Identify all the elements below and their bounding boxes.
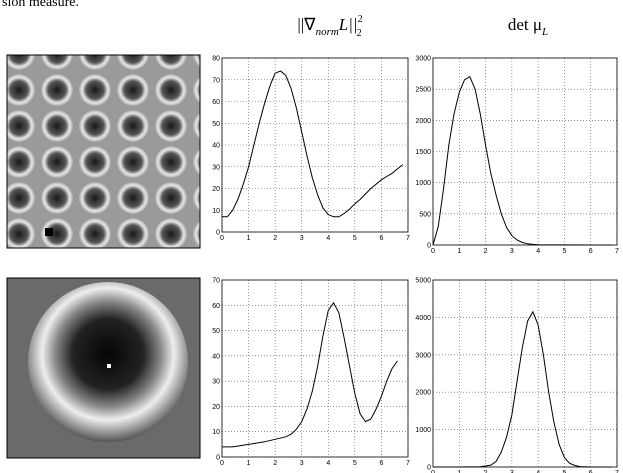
x-tick-label: 7 [615, 248, 619, 255]
y-tick-label: 40 [212, 143, 220, 150]
y-tick-label: 0 [216, 455, 220, 462]
y-tick-label: 70 [212, 77, 220, 84]
y-tick-label: 3000 [415, 56, 431, 63]
y-tick-label: 1500 [415, 149, 431, 156]
y-tick-label: 10 [212, 429, 220, 436]
x-tick-label: 3 [300, 460, 304, 467]
x-tick-label: 6 [379, 460, 383, 467]
x-tick-label: 0 [431, 470, 435, 473]
x-tick-label: 1 [457, 248, 461, 255]
x-tick-label: 4 [536, 470, 540, 473]
x-tick-label: 4 [536, 248, 540, 255]
y-tick-label: 60 [212, 99, 220, 106]
x-tick-label: 3 [510, 248, 514, 255]
x-tick-label: 7 [406, 460, 410, 467]
x-tick-label: 5 [353, 460, 357, 467]
x-tick-label: 2 [484, 470, 488, 473]
y-tick-label: 20 [212, 186, 220, 193]
y-tick-label: 0 [427, 465, 431, 472]
x-tick-label: 6 [589, 248, 593, 255]
y-tick-label: 70 [212, 278, 220, 285]
x-tick-label: 4 [326, 460, 330, 467]
y-tick-label: 500 [419, 211, 431, 218]
x-tick-label: 5 [353, 235, 357, 242]
x-tick-label: 1 [457, 470, 461, 473]
y-tick-label: 30 [212, 379, 220, 386]
x-tick-label: 0 [220, 235, 224, 242]
column-title: ||∇normL||2 2 [297, 14, 362, 39]
plot-frame [432, 279, 618, 468]
y-tick-label: 2000 [415, 390, 431, 397]
x-tick-label: 1 [247, 460, 251, 467]
plot-frame [432, 57, 618, 246]
y-tick-label: 10 [212, 208, 220, 215]
x-tick-label: 1 [247, 235, 251, 242]
x-tick-label: 2 [273, 460, 277, 467]
data-line [222, 301, 398, 448]
y-tick-label: 2500 [415, 87, 431, 94]
x-tick-label: 2 [484, 248, 488, 255]
x-tick-label: 5 [562, 248, 566, 255]
data-line [222, 70, 404, 218]
y-tick-label: 80 [212, 56, 220, 63]
y-tick-label: 4000 [415, 315, 431, 322]
image-patch [6, 54, 201, 249]
data-line [433, 310, 612, 468]
y-tick-label: 20 [212, 404, 220, 411]
image-patch [6, 277, 201, 459]
y-tick-label: 40 [212, 353, 220, 360]
y-tick-label: 60 [212, 303, 220, 310]
x-tick-label: 3 [300, 235, 304, 242]
x-tick-label: 0 [431, 248, 435, 255]
y-tick-label: 1000 [415, 427, 431, 434]
y-tick-label: 3000 [415, 352, 431, 359]
data-line [432, 75, 612, 246]
x-tick-label: 7 [615, 470, 619, 473]
x-tick-label: 7 [406, 235, 410, 242]
plot-frame [221, 57, 409, 233]
y-tick-label: 1000 [415, 180, 431, 187]
plot-frame [221, 279, 409, 458]
y-tick-label: 2000 [415, 118, 431, 125]
y-tick-label: 0 [216, 230, 220, 237]
column-title: det μL [508, 15, 548, 38]
x-tick-label: 6 [379, 235, 383, 242]
x-tick-label: 4 [326, 235, 330, 242]
y-tick-label: 0 [427, 243, 431, 250]
x-tick-label: 0 [220, 460, 224, 467]
y-tick-label: 5000 [415, 278, 431, 285]
x-tick-label: 2 [273, 235, 277, 242]
x-tick-label: 3 [510, 470, 514, 473]
x-tick-label: 6 [589, 470, 593, 473]
y-tick-label: 50 [212, 121, 220, 128]
y-tick-label: 30 [212, 164, 220, 171]
x-tick-label: 5 [562, 470, 566, 473]
y-tick-label: 50 [212, 328, 220, 335]
caption-fragment: sion measure. [2, 0, 79, 10]
